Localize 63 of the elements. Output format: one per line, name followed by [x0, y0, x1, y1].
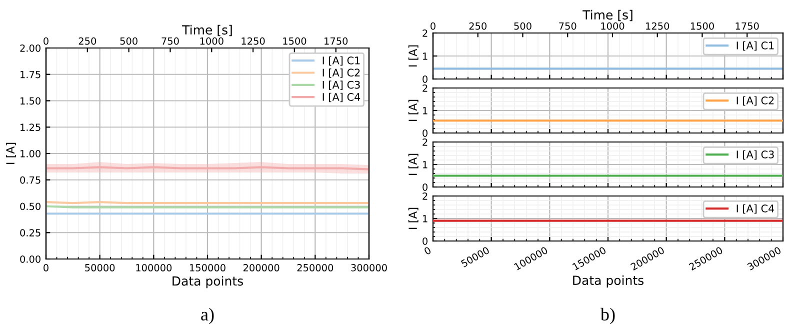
x-tick-label: 50000	[85, 264, 115, 272]
y-tick-label: 1.25	[20, 124, 40, 131]
x-tick-label: 150000	[190, 264, 226, 272]
x-tick-label: 250000	[297, 264, 334, 272]
x2-tick-label: 1500	[690, 22, 714, 30]
y-tick-label: 1.50	[20, 97, 40, 105]
y-tick-label: 0	[422, 183, 428, 191]
x2-tick-label: 1250	[646, 22, 670, 30]
x2-tick-label: 0	[430, 22, 436, 30]
x2-tick-label: 1000	[200, 37, 224, 45]
legend-label: I [A] C3	[322, 80, 360, 90]
y-tick-label: 2	[422, 192, 428, 200]
y-tick-label: 1	[423, 161, 428, 168]
legend-label: I [A] C3	[736, 150, 774, 160]
x2-tick-label: 1750	[324, 37, 348, 45]
legend-label: I [A] C1	[322, 56, 360, 66]
y-axis-title: I [A]	[408, 154, 418, 175]
y-tick-label: 1.00	[20, 150, 40, 158]
x2-tick-label: 750	[559, 22, 576, 30]
y-tick-label: 1	[423, 215, 428, 222]
x2-tick-label: 500	[120, 37, 138, 45]
y-axis-title: I [A]	[408, 45, 418, 66]
x2-tick-label: 1500	[283, 37, 306, 45]
y-tick-label: 0.75	[20, 176, 40, 184]
x2-tick-label: 1000	[601, 22, 624, 30]
legend-label: I [A] C4	[736, 204, 774, 214]
x-axis-title: Data points	[172, 276, 243, 288]
y-axis-title: I [A]	[408, 100, 418, 121]
x2-tick-label: 250	[78, 37, 96, 45]
x-tick-label: 100000	[136, 264, 172, 272]
text: b)	[600, 308, 615, 324]
x-tick-label: 0	[44, 264, 48, 272]
y-tick-label: 2	[422, 29, 428, 37]
x2-axis-title: Time [s]	[582, 10, 632, 22]
x-tick-label: 200000	[243, 264, 280, 272]
y-tick-label: 0	[422, 75, 428, 83]
y-tick-label: 1	[423, 107, 428, 114]
y-tick-label: 2.00	[20, 44, 40, 52]
y-axis-title: I [A]	[6, 142, 16, 164]
y-tick-label: 1	[423, 52, 428, 60]
y-tick-label: 0.00	[20, 255, 40, 263]
y-tick-label: 0	[422, 129, 428, 137]
text: a)	[201, 308, 214, 324]
y-tick-label: 1.75	[20, 70, 40, 78]
x2-tick-label: 0	[44, 37, 48, 45]
y-tick-label: 0.25	[20, 229, 40, 236]
x2-axis-title: Time [s]	[182, 24, 232, 36]
x2-tick-label: 500	[514, 22, 532, 30]
y-tick-label: 2	[422, 84, 428, 92]
x2-tick-label: 1750	[736, 22, 759, 30]
x2-tick-label: 250	[469, 22, 487, 30]
y-tick-label: 0	[422, 237, 428, 245]
legend-label: I [A] C2	[322, 68, 360, 78]
x2-tick-label: 750	[162, 37, 179, 45]
x-axis-title: Data points	[573, 275, 644, 288]
y-axis-title: I [A]	[408, 208, 418, 229]
y-tick-label: 0.50	[20, 202, 40, 210]
y-tick-label: 2	[422, 138, 428, 146]
legend-label: I [A] C2	[736, 96, 774, 106]
x2-tick-label: 1250	[242, 37, 265, 45]
x-tick-label: 300000	[351, 264, 387, 272]
legend-label: I [A] C4	[322, 92, 360, 102]
legend-label: I [A] C1	[736, 41, 774, 51]
